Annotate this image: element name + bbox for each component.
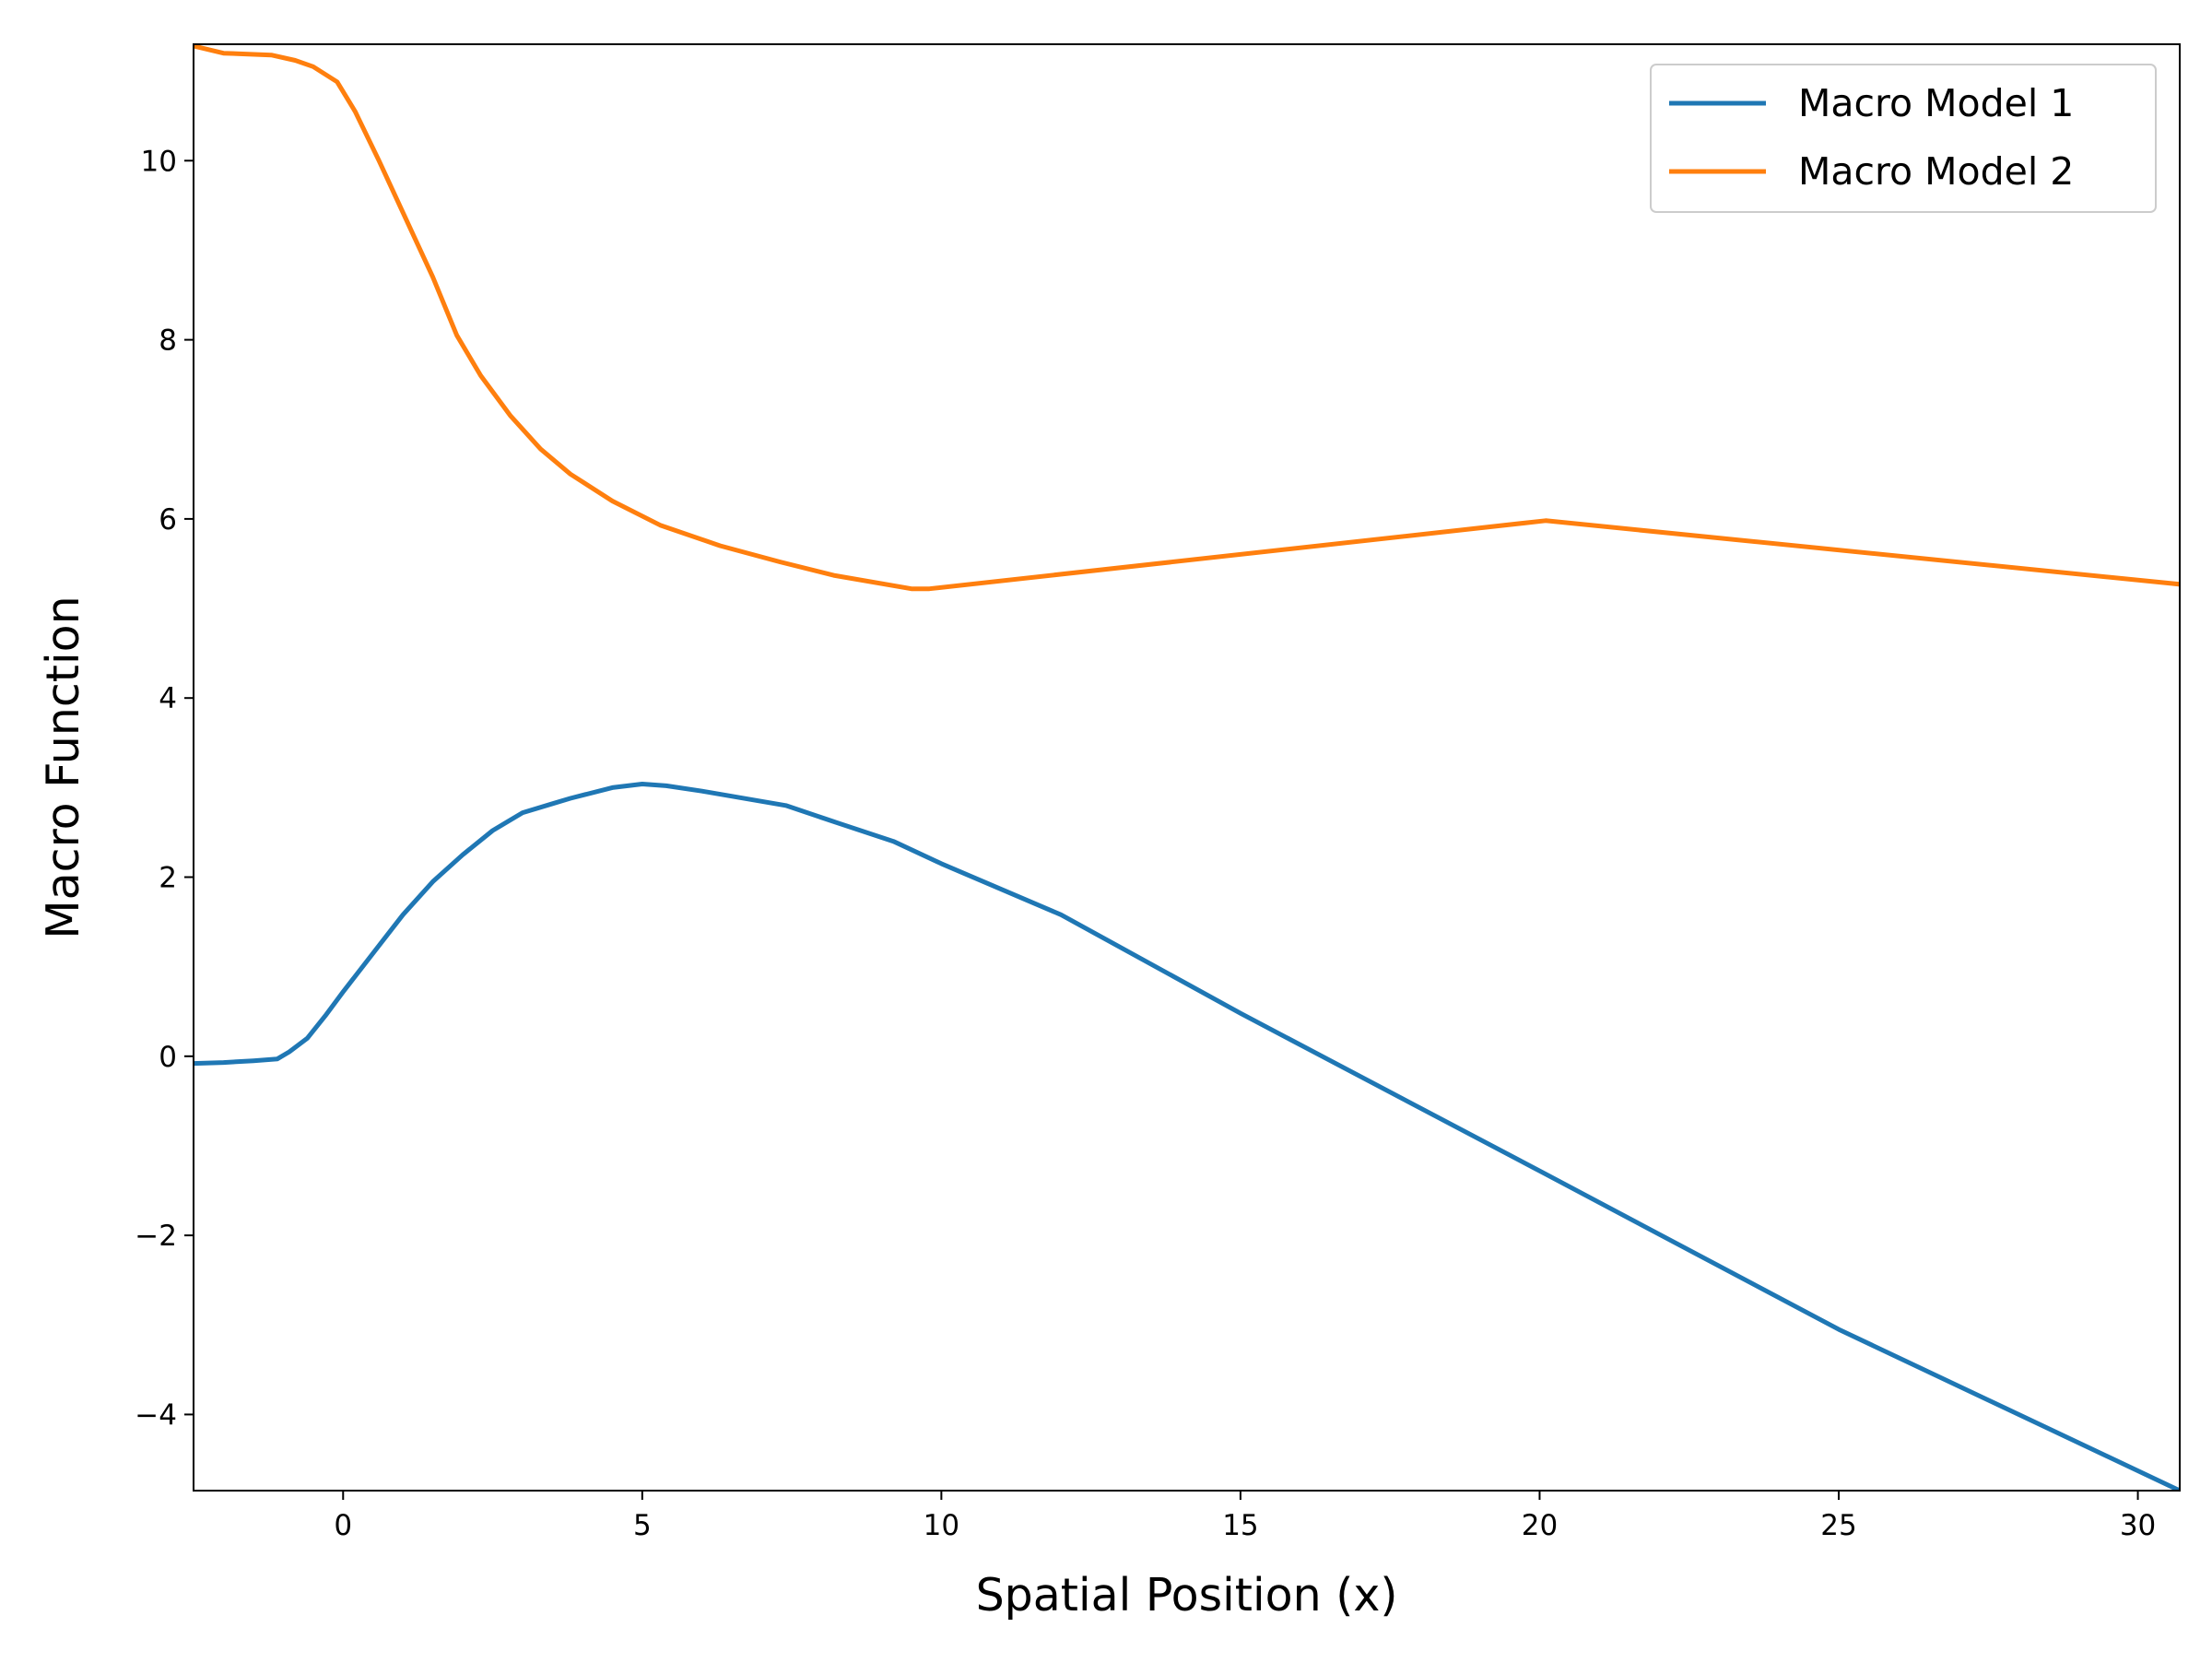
x-tick-label: 5 (633, 1509, 652, 1542)
y-tick-label: −2 (135, 1220, 177, 1253)
legend-label-macro-model-1: Macro Model 1 (1798, 81, 2074, 125)
y-axis-label: Macro Function (37, 596, 89, 938)
series-line-macro-model-1 (194, 782, 2180, 1491)
x-tick-label: 30 (2120, 1509, 2156, 1542)
y-tick-label: 2 (159, 862, 177, 895)
legend-label-macro-model-2: Macro Model 2 (1798, 149, 2074, 194)
x-tick-label: 10 (924, 1509, 959, 1542)
x-tick-label: 20 (1522, 1509, 1558, 1542)
x-tick-label: 25 (1820, 1509, 1856, 1542)
legend-box (1650, 64, 2157, 213)
plot-frame (193, 43, 2181, 1492)
series-lines-layer (194, 44, 2180, 1491)
y-tick-label: 8 (159, 324, 177, 358)
y-tick-label: 4 (159, 682, 177, 715)
y-tick-label: −4 (135, 1398, 177, 1432)
y-tick-label: 6 (159, 503, 177, 537)
legend: Macro Model 1 Macro Model 2 (1650, 64, 2157, 213)
x-tick-label: 15 (1222, 1509, 1258, 1542)
y-tick-label: 10 (141, 145, 177, 178)
y-tick-label: 0 (159, 1041, 177, 1074)
x-tick-label: 0 (334, 1509, 352, 1542)
x-axis-label: Spatial Position (x) (976, 1569, 1398, 1622)
series-line-macro-model-2 (194, 44, 2180, 592)
ticks-layer: 0 5 10 15 20 25 30 −4 −2 0 2 4 6 8 10 (135, 145, 2156, 1542)
